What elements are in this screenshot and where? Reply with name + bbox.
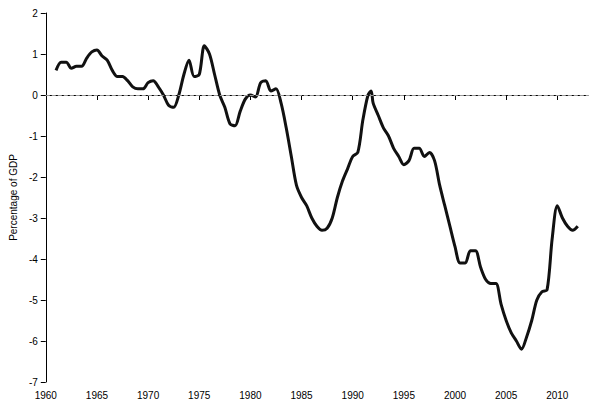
svg-text:2000: 2000	[444, 390, 467, 401]
svg-text:1960: 1960	[35, 390, 58, 401]
svg-text:1985: 1985	[290, 390, 313, 401]
svg-text:0: 0	[32, 90, 38, 101]
svg-text:2005: 2005	[495, 390, 518, 401]
svg-text:1980: 1980	[239, 390, 262, 401]
svg-text:2: 2	[32, 8, 38, 19]
svg-text:1965: 1965	[86, 390, 109, 401]
svg-text:-7: -7	[29, 377, 38, 388]
svg-text:Percentage of GDP: Percentage of GDP	[8, 154, 19, 241]
svg-text:1975: 1975	[188, 390, 211, 401]
svg-text:-5: -5	[29, 295, 38, 306]
svg-text:-3: -3	[29, 213, 38, 224]
svg-text:1970: 1970	[137, 390, 160, 401]
svg-text:-4: -4	[29, 254, 38, 265]
svg-text:1990: 1990	[342, 390, 365, 401]
svg-text:-2: -2	[29, 172, 38, 183]
svg-text:1995: 1995	[393, 390, 416, 401]
svg-text:2010: 2010	[546, 390, 569, 401]
svg-text:1: 1	[32, 49, 38, 60]
svg-text:-1: -1	[29, 131, 38, 142]
svg-text:-6: -6	[29, 336, 38, 347]
